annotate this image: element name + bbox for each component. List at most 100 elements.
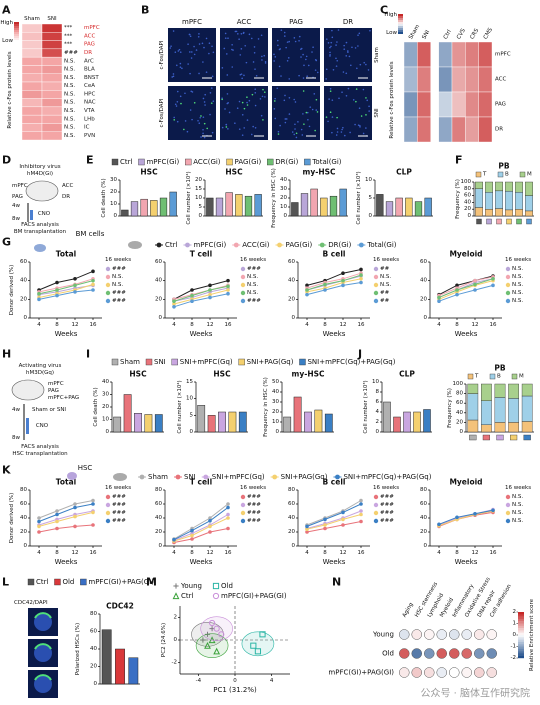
legend-label: Sham [148,473,168,481]
y-axis-label: Cell number (×10³) [355,171,362,224]
note-label: ### [380,494,394,500]
y-tick-label: 20 [272,409,279,415]
data-point [473,288,477,292]
colorbar-title: Relative Enrichment score [529,598,535,671]
y-tick-label: 0 [276,429,280,435]
bar [215,197,224,217]
nucleus [336,41,338,43]
data-point [190,288,194,292]
nucleus [335,65,338,67]
note-label: ### [112,298,126,304]
y-tick-label: 20 [102,404,109,410]
cdc42-cap [34,674,52,681]
stacked-bar-segment [485,208,494,217]
data-point [359,498,363,503]
note-marker [373,290,379,296]
nucleus [260,114,263,117]
series-line [173,528,229,543]
data-point [91,288,95,292]
nucleus [274,117,277,120]
heatmap-cell [478,41,493,68]
legend-marker [156,242,162,248]
y-tick-label: 10 [272,419,279,425]
data-point [437,522,441,527]
data-point [323,523,327,527]
y-tick-label: 15 [186,379,193,385]
nucleus [345,72,348,75]
panel-letter: E [86,154,94,167]
nucleus [261,59,263,61]
note-marker [240,282,246,288]
colorbar-step [518,614,524,617]
note-marker [505,266,511,272]
nucleus [246,119,249,121]
colorbar-step [518,644,524,647]
nucleus [227,37,229,40]
significance-label: N.S. [64,91,75,97]
colorbar-step [14,40,19,42]
nucleus [298,35,301,38]
x-tick-label: 16 [490,322,497,328]
heatmap-cell [41,40,63,50]
legend-label: SNI [184,473,196,481]
row-label: ACC [84,33,96,39]
stacked-bar-segment [481,424,492,433]
nucleus [368,105,370,108]
nucleus [327,120,329,123]
note-marker [373,274,379,280]
y-tick-label: 60 [288,259,295,265]
diagram-label: hM3D(Gq) [26,370,54,376]
note-marker [373,518,379,524]
nucleus [250,37,253,40]
nucleus [306,111,309,114]
nucleus [200,115,202,117]
legend-marker [172,592,180,600]
panel-letter: H [2,348,11,361]
nucleus [288,113,291,115]
x-tick-label: 4 [305,550,309,556]
y-tick-label: 40 [288,278,295,284]
heatmap-cell [478,66,493,93]
data-point [55,280,59,285]
y-tick-label: 20 [110,189,117,195]
nucleus [365,114,367,116]
nucleus [199,116,202,119]
y-tick-label: 60 [20,501,27,507]
nucleus [367,69,370,71]
nucleus [238,38,240,40]
nucleus [221,97,223,99]
row-label: Old [382,650,394,658]
x-tick-label: 8 [190,322,194,328]
bar [423,409,431,433]
diagram-label: BM transplantation [14,229,67,235]
colorbar-step [14,32,19,34]
data-point [226,512,230,517]
nucleus [305,58,307,61]
legend-swatch [171,358,178,366]
nucleus [202,128,204,131]
y-axis-label: Frequency in HSC (%) [263,377,269,437]
nucleus [198,72,200,75]
data-point [226,291,230,296]
nucleus [223,47,226,50]
nucleus [331,116,334,118]
nucleus [329,51,331,54]
nucleus [225,123,228,126]
x-tick-label: 8 [323,550,327,556]
series-line [173,517,229,542]
y-tick-label: 15 [195,186,202,192]
annotation: 16 weeks [105,257,131,263]
annotation: 16 weeks [505,257,531,263]
nucleus [305,111,308,114]
group-swatch [469,434,477,441]
colorbar-step [398,30,403,32]
legend-label: DR(Gi) [328,241,351,249]
data-point [254,648,262,655]
heatmap-cell [465,41,479,68]
data-point [226,502,230,506]
row-label: DR [84,50,92,56]
nucleus [301,134,304,136]
nucleus [293,133,296,136]
column-label: DR [343,18,353,26]
nucleus [171,76,174,78]
